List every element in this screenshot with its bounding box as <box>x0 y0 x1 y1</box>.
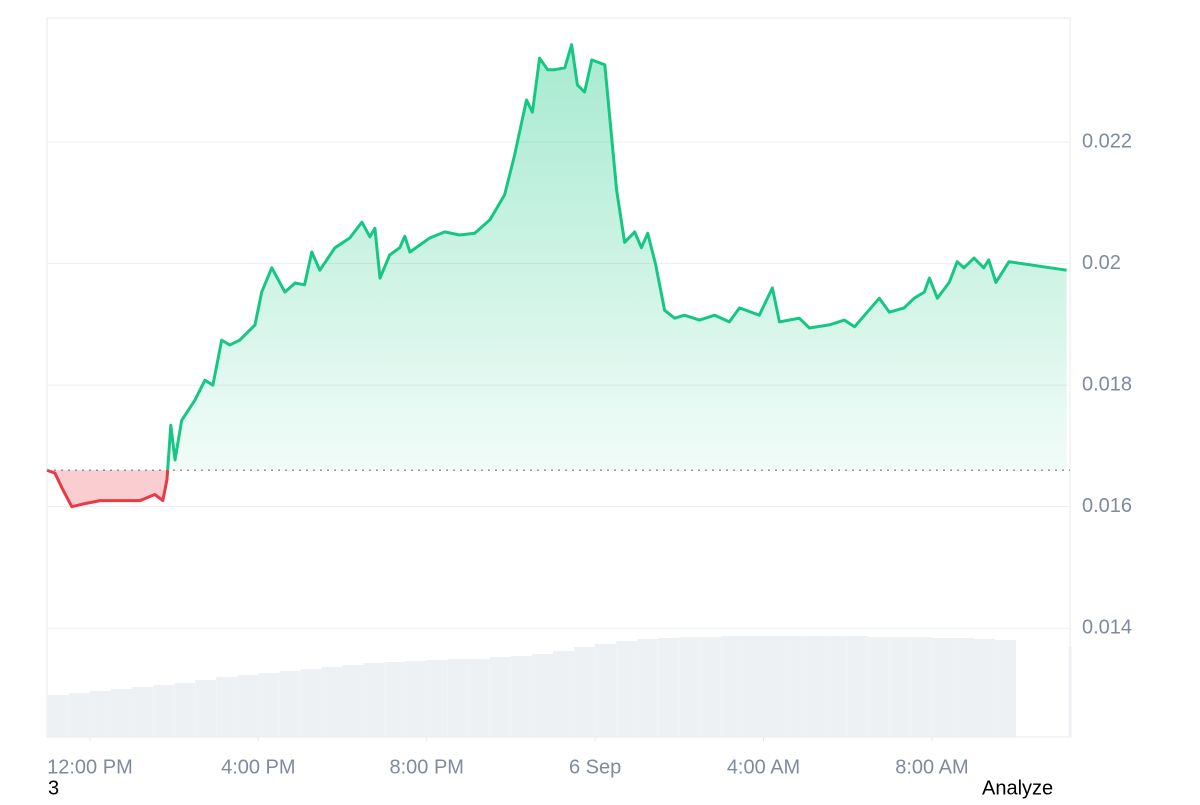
volume-bar <box>447 659 469 737</box>
area-up <box>167 44 1067 471</box>
volume-bar <box>574 647 596 737</box>
volume-bar <box>300 669 322 737</box>
volume-bar <box>216 677 238 737</box>
volume-bar <box>868 637 890 737</box>
volume-bar <box>321 667 343 737</box>
volume-bar <box>763 636 785 737</box>
volume-bar <box>784 636 806 737</box>
volume-bar <box>637 639 659 737</box>
x-tick-label: 6 Sep <box>569 756 621 778</box>
volume-bar <box>237 675 259 737</box>
volume-bar <box>805 636 827 737</box>
volume-bar <box>910 637 932 737</box>
x-tick-label: 8:00 AM <box>895 756 968 778</box>
volume-bar <box>363 663 385 737</box>
volume-bar <box>679 637 701 737</box>
price-line-up <box>47 43 1067 471</box>
volume-bar <box>531 654 553 737</box>
volume-bar <box>468 659 490 737</box>
volume-bar <box>952 638 974 737</box>
volume-bar <box>889 637 911 737</box>
volume-bar <box>110 689 132 737</box>
analyze-button[interactable]: Analyze <box>982 777 1053 799</box>
volume-bar <box>742 636 764 737</box>
volume-bar <box>68 693 90 737</box>
volume-bar <box>931 638 953 737</box>
volume-bar <box>974 639 996 737</box>
volume-bar <box>1068 647 1072 737</box>
volume-bar <box>405 661 427 737</box>
volume-bar <box>153 685 175 737</box>
volume-bar <box>195 680 217 737</box>
volume-bar <box>489 657 511 737</box>
volume-bar <box>616 641 638 737</box>
volume-bar <box>721 636 743 737</box>
volume-bar <box>279 671 301 737</box>
volume-bar <box>595 644 617 737</box>
volume-bar <box>658 638 680 737</box>
volume-bar <box>553 651 575 737</box>
y-tick-label: 0.02 <box>1082 252 1121 274</box>
y-tick-label: 0.016 <box>1082 495 1132 517</box>
volume-bar <box>510 656 532 737</box>
y-tick-label: 0.014 <box>1082 616 1132 638</box>
volume-bar <box>47 695 69 737</box>
volume-bar <box>847 636 869 737</box>
volume-bar <box>258 673 280 737</box>
y-tick-label: 0.022 <box>1082 130 1132 152</box>
x-tick-label: 4:00 PM <box>221 756 295 778</box>
plot: 0.014 0.016 0.018 0.02 0.022 12:00 PM 4:00 PM 8… <box>46 17 1132 778</box>
volume-bar <box>132 687 154 737</box>
y-tick-label: 0.018 <box>1082 373 1132 395</box>
footer-left: 3 <box>48 777 59 799</box>
area-down <box>47 470 1067 507</box>
volume-bar <box>995 640 1017 737</box>
x-tick-label: 4:00 AM <box>727 756 800 778</box>
x-tick-label: 8:00 PM <box>389 756 463 778</box>
volume-bar <box>342 665 364 737</box>
volume-bar <box>89 691 111 737</box>
volume-bar <box>174 683 196 737</box>
volume-bar <box>426 660 448 737</box>
volume-bar <box>384 662 406 737</box>
volume-bar <box>826 636 848 737</box>
x-tick-label: 12:00 PM <box>47 756 133 778</box>
volume-bar <box>700 637 722 737</box>
